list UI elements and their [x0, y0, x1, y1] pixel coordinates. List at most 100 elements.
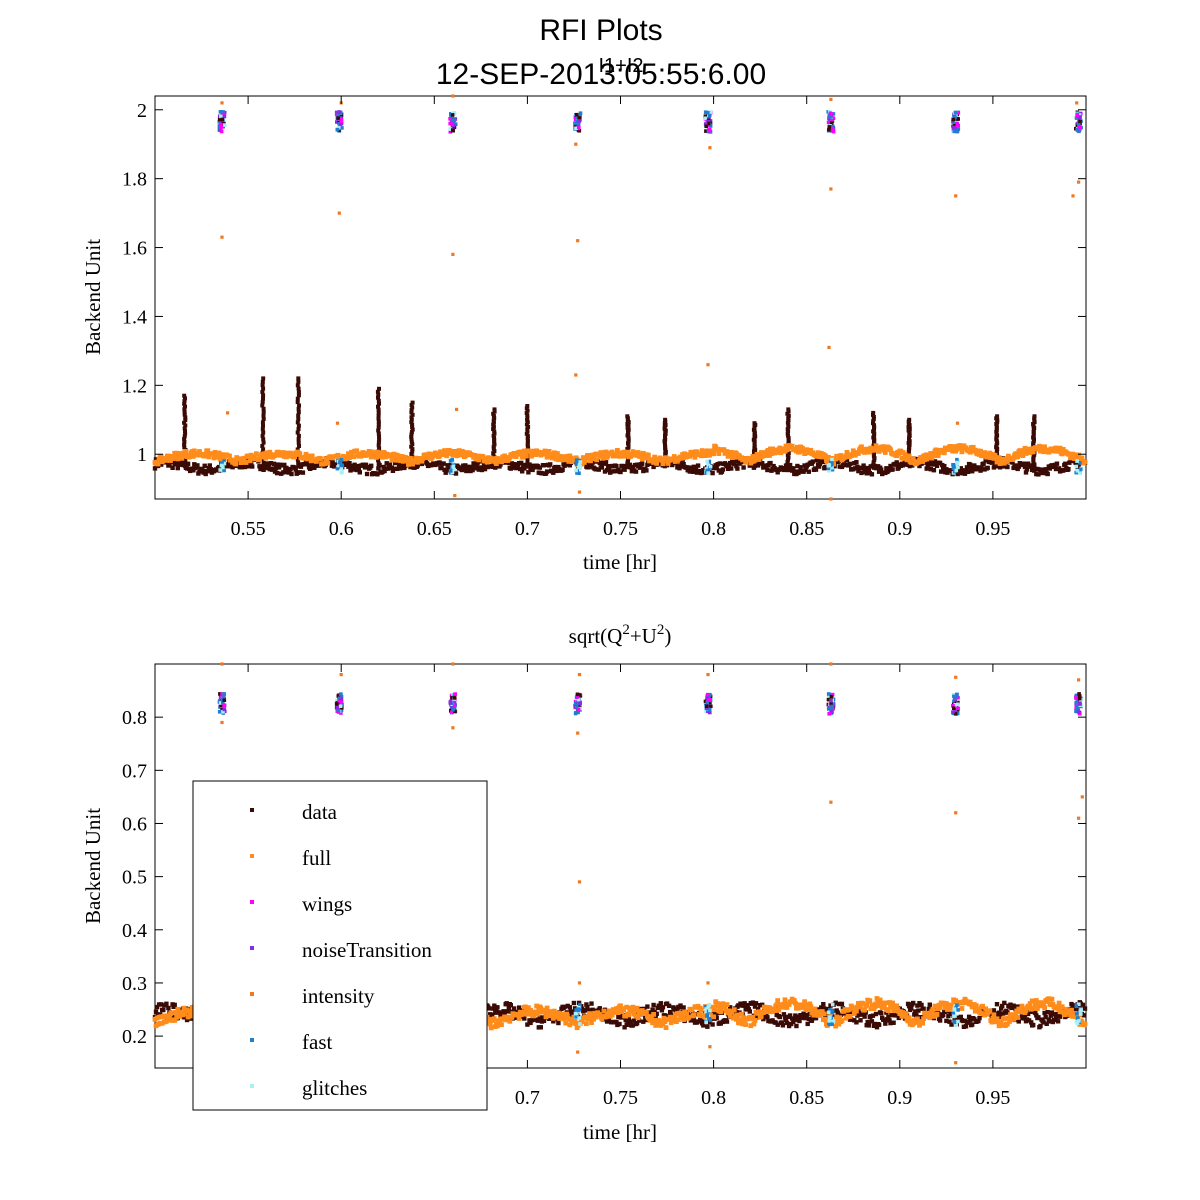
noise-cal-point — [829, 695, 834, 699]
data-point — [482, 466, 488, 472]
noise-cal-point — [219, 114, 223, 119]
full-point — [743, 1022, 749, 1027]
data-point — [914, 1013, 919, 1018]
full-point — [976, 1006, 981, 1012]
full-point — [238, 460, 244, 465]
data-point — [926, 1006, 931, 1012]
full-point — [1031, 1006, 1037, 1011]
data-point — [917, 463, 922, 469]
full-point — [393, 457, 399, 463]
glitch-point — [1078, 467, 1083, 472]
data-spike-point — [296, 410, 301, 415]
full-point — [1015, 454, 1021, 459]
full-point — [1020, 453, 1026, 458]
data-point — [1081, 1013, 1087, 1018]
full-point — [786, 1002, 792, 1007]
glitch-point — [575, 471, 579, 475]
data-spike-point — [409, 430, 414, 434]
full-point — [544, 454, 550, 460]
data-spike-point — [182, 437, 187, 442]
data-point — [688, 1018, 693, 1023]
noise-cal-point — [337, 110, 341, 114]
data-point — [167, 462, 172, 467]
full-point — [727, 1013, 733, 1019]
full-point — [254, 451, 259, 457]
full-point — [625, 449, 631, 455]
data-point — [282, 462, 287, 468]
data-point — [909, 1006, 914, 1011]
noise-cal-point — [452, 701, 457, 706]
noise-cal-point — [451, 707, 455, 712]
noise-cal-point — [952, 129, 957, 134]
x-tick-label: 0.55 — [231, 518, 266, 540]
data-spike-point — [491, 418, 496, 423]
data-spike-point — [491, 433, 496, 438]
data-point — [946, 1013, 951, 1019]
data-point — [856, 468, 861, 474]
data-point — [797, 1018, 802, 1024]
full-point — [656, 1018, 662, 1023]
data-point — [931, 468, 937, 473]
full-point — [988, 455, 994, 461]
full-point — [507, 1018, 513, 1024]
noise-cal-point — [339, 692, 343, 696]
noise-cal-point — [951, 120, 955, 124]
data-spike-point — [491, 451, 496, 456]
x-tick-label: 0.75 — [603, 1087, 638, 1109]
noise-cal-point — [217, 120, 222, 124]
data-point — [947, 1019, 952, 1024]
full-point — [601, 1008, 607, 1014]
data-point — [939, 469, 944, 474]
noise-cal-point — [450, 705, 455, 710]
intensity-outlier-point — [451, 662, 455, 666]
data-spike-point — [409, 417, 414, 422]
data-point — [651, 464, 656, 470]
noise-cal-point — [708, 124, 713, 128]
data-point — [720, 467, 726, 472]
intensity-outlier-point — [1077, 816, 1081, 820]
noise-cal-point — [336, 113, 341, 118]
full-point — [1013, 1012, 1019, 1017]
full-point — [476, 457, 482, 463]
noise-cal-point — [574, 126, 578, 131]
full-point — [615, 448, 620, 453]
full-point — [1056, 1000, 1062, 1006]
data-point — [734, 464, 739, 469]
full-point — [1011, 455, 1016, 461]
full-point — [588, 458, 593, 464]
data-spike-point — [525, 404, 530, 408]
full-point — [889, 1004, 894, 1010]
data-point — [1054, 461, 1060, 466]
full-point — [601, 455, 607, 460]
data-point — [915, 1003, 920, 1008]
data-point — [795, 1014, 800, 1019]
full-point — [164, 458, 169, 463]
data-point — [783, 1017, 789, 1023]
data-spike-point — [376, 458, 381, 463]
intensity-outlier-point — [708, 1045, 712, 1049]
data-spike-point — [261, 440, 266, 445]
noise-cal-point — [339, 698, 343, 702]
full-point — [179, 455, 185, 461]
full-point — [183, 449, 189, 454]
data-point — [714, 1015, 719, 1021]
full-point — [171, 455, 176, 461]
data-point — [520, 469, 525, 474]
full-point — [1082, 459, 1088, 465]
glitch-point — [335, 466, 340, 471]
full-point — [982, 450, 987, 455]
data-point — [805, 1021, 810, 1027]
glitch-point — [576, 465, 581, 470]
data-point — [793, 469, 798, 474]
full-point — [791, 998, 797, 1003]
data-point — [891, 1020, 896, 1025]
data-spike-point — [297, 444, 301, 448]
data-point — [403, 463, 408, 469]
full-point — [1020, 1006, 1026, 1012]
full-point — [1027, 1001, 1033, 1006]
data-point — [780, 1023, 786, 1028]
data-point — [465, 464, 470, 469]
data-point — [152, 466, 158, 471]
full-point — [396, 453, 402, 459]
full-point — [347, 455, 352, 460]
